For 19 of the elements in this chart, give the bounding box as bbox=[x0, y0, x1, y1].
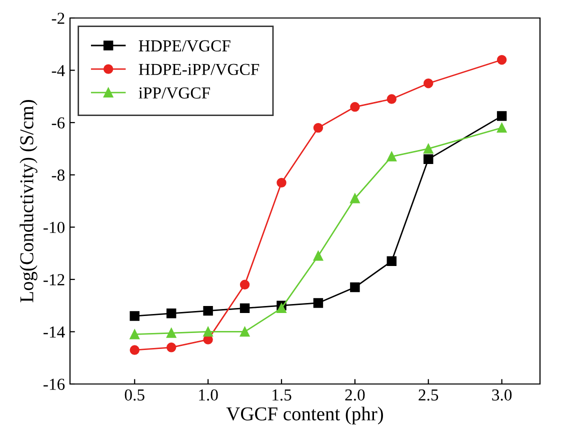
y-tick-label: -10 bbox=[44, 222, 65, 234]
legend-label: iPP/VGCF bbox=[138, 87, 210, 99]
y-tick-label: -12 bbox=[44, 274, 64, 286]
x-tick-label: 2.0 bbox=[345, 389, 365, 401]
legend-label: HDPE/VGCF bbox=[138, 40, 230, 52]
x-tick-label: 0.5 bbox=[124, 389, 144, 401]
y-tick-label: -4 bbox=[52, 65, 65, 76]
x-tick-label: 1.5 bbox=[272, 389, 292, 401]
x-tick-label: 2.5 bbox=[418, 389, 438, 401]
x-tick-label: 1.0 bbox=[199, 389, 218, 401]
y-axis-title: Log(Conductivity) (S/cm) bbox=[20, 100, 38, 302]
y-tick-label: -2 bbox=[52, 12, 64, 24]
x-axis-title: VGCF content (phr) bbox=[226, 406, 383, 424]
y-tick-label: -14 bbox=[44, 326, 65, 338]
y-tick-label: -8 bbox=[52, 170, 65, 181]
y-tick-label: -16 bbox=[44, 378, 65, 390]
y-tick-label: -6 bbox=[52, 117, 65, 129]
x-tick-label: 3.0 bbox=[492, 389, 512, 401]
legend-label: HDPE-iPP/VGCF bbox=[138, 64, 260, 76]
